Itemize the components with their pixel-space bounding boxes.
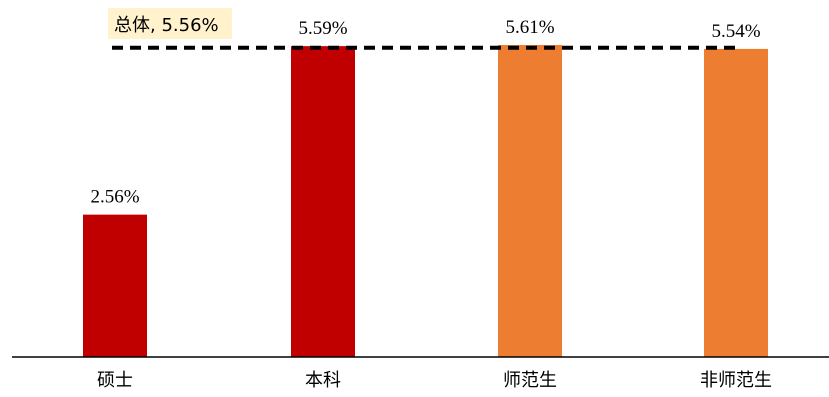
bar-3 — [498, 45, 562, 358]
value-label-3: 5.61% — [505, 17, 554, 38]
reference-line-group: 总体, 5.56% — [108, 8, 740, 50]
value-label-4: 5.54% — [711, 21, 760, 42]
value-labels-group: 2.56% 5.59% 5.61% 5.54% — [90, 17, 760, 208]
x-tick-label-2: 本科 — [305, 370, 341, 391]
reference-line-label: 总体, 5.56% — [114, 15, 219, 36]
x-tick-label-4: 非师范生 — [700, 370, 772, 391]
x-tick-labels-group: 硕士 本科 师范生 非师范生 — [97, 370, 772, 391]
value-label-1: 2.56% — [90, 187, 139, 208]
bars-group — [83, 45, 768, 358]
reference-label-background — [108, 8, 232, 39]
x-tick-label-1: 硕士 — [97, 370, 133, 391]
bar-2 — [291, 46, 355, 357]
bar-4 — [704, 48, 768, 357]
value-label-2: 5.59% — [298, 18, 347, 39]
x-tick-label-3: 师范生 — [503, 370, 557, 391]
bar-1 — [83, 214, 147, 357]
